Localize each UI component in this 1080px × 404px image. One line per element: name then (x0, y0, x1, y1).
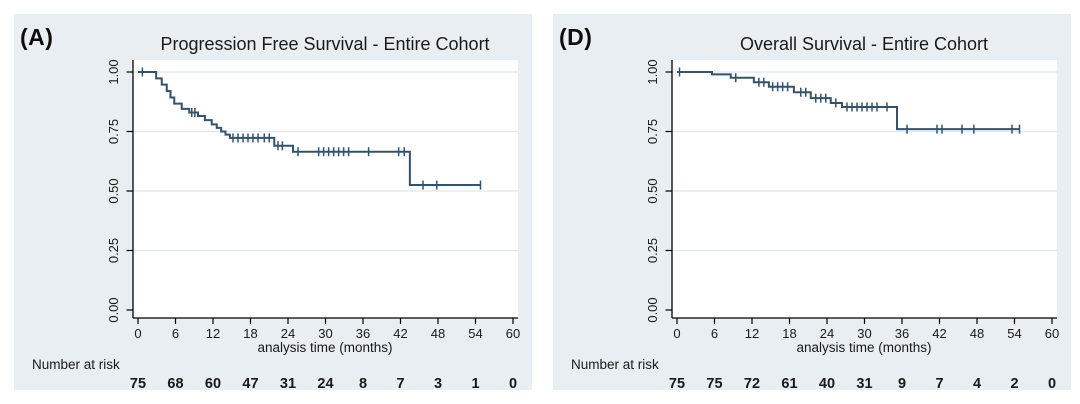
x-tick-label: 54 (1007, 326, 1021, 341)
risk-count: 7 (935, 376, 943, 390)
panel-letter: (D) (559, 24, 593, 50)
km-step-curve (677, 71, 1020, 131)
risk-count: 68 (167, 376, 183, 390)
tick-labels: 0 6 12 18 24 30 36 42 48 54 60 0.00 0.25 0.50 0.75 1.00 (645, 59, 1059, 341)
risk-count: 7 (396, 376, 404, 390)
km-curve-group (677, 71, 1020, 131)
chart-title: Overall Survival - Entire Cohort (740, 34, 988, 54)
risk-count: 24 (317, 376, 333, 390)
risk-count: 1 (471, 376, 479, 390)
x-tick-label: 36 (356, 326, 370, 341)
x-tick-label: 54 (468, 326, 482, 341)
x-axis-label: analysis time (months) (796, 340, 931, 355)
y-tick-label: 0.75 (645, 119, 660, 144)
grid-lines (133, 71, 518, 252)
risk-count: 60 (205, 376, 221, 390)
x-tick-label: 30 (318, 326, 332, 341)
plot-area (672, 60, 1057, 318)
y-tick-label: 0.50 (106, 178, 121, 203)
y-tick-label: 0.00 (645, 297, 660, 322)
risk-count: 75 (669, 376, 685, 390)
risk-count: 75 (130, 376, 146, 390)
x-tick-label: 24 (820, 326, 834, 341)
number-at-risk-label: Number at risk (571, 357, 659, 372)
risk-count: 40 (819, 376, 835, 390)
x-tick-label: 6 (172, 326, 179, 341)
y-tick-label: 0.50 (645, 178, 660, 203)
risk-count: 0 (1048, 376, 1056, 390)
y-tick-label: 1.00 (106, 59, 121, 84)
x-tick-label: 48 (970, 326, 984, 341)
y-tick-label: 1.00 (645, 59, 660, 84)
tick-marks (126, 71, 514, 324)
y-tick-label: 0.25 (645, 238, 660, 263)
number-at-risk-label: Number at risk (32, 357, 120, 372)
tick-marks (665, 71, 1053, 324)
risk-count: 9 (898, 376, 906, 390)
risk-count: 47 (242, 376, 258, 390)
risk-count: 31 (280, 376, 296, 390)
risk-count: 4 (973, 376, 981, 390)
x-tick-label: 60 (1045, 326, 1059, 341)
x-tick-label: 42 (393, 326, 407, 341)
x-tick-label: 30 (857, 326, 871, 341)
chart-title: Progression Free Survival - Entire Cohor… (160, 34, 489, 54)
risk-count: 75 (706, 376, 722, 390)
y-tick-label: 0.75 (106, 119, 121, 144)
risk-count: 72 (744, 376, 760, 390)
risk-count: 3 (434, 376, 442, 390)
km-curve-group (138, 71, 481, 187)
risk-count: 8 (359, 376, 367, 390)
km-chart-os: 0 6 12 18 24 30 36 42 48 54 600.000.250.500.751.00… (571, 34, 1059, 390)
censor-marks (678, 67, 1021, 134)
panel-a: (A) 0 6 12 18 24 30 36 42 48 54 60 0.00 0.25 0.50 0.75… (14, 14, 532, 390)
plot-area (133, 60, 518, 318)
x-tick-label: 24 (281, 326, 295, 341)
risk-count: 2 (1010, 376, 1018, 390)
y-tick-label: 0.25 (106, 238, 121, 263)
panel-d: (D) 0 6 12 18 24 30 36 42 48 54 60 0.00 0.25 0.50 0.75… (553, 14, 1071, 390)
x-tick-label: 12 (745, 326, 759, 341)
km-chart-pfs: 0 6 12 18 24 30 36 42 48 54 600.000.250.500.751.00… (32, 34, 520, 390)
x-tick-label: 18 (782, 326, 796, 341)
x-axis-label: analysis time (months) (257, 340, 392, 355)
x-tick-label: 60 (506, 326, 520, 341)
x-tick-label: 48 (431, 326, 445, 341)
y-tick-label: 0.00 (106, 297, 121, 322)
risk-row: 75 75 72 61 40 31 9 7 4 2 0 (669, 376, 1056, 390)
risk-count: 0 (509, 376, 517, 390)
risk-count: 61 (781, 376, 797, 390)
x-tick-label: 12 (206, 326, 220, 341)
x-tick-label: 36 (895, 326, 909, 341)
x-tick-label: 0 (134, 326, 141, 341)
x-tick-label: 42 (932, 326, 946, 341)
risk-row: 75 68 60 47 31 24 8 7 3 1 0 (130, 376, 517, 390)
panel-letter: (A) (20, 24, 54, 50)
x-tick-label: 18 (243, 326, 257, 341)
tick-labels: 0 6 12 18 24 30 36 42 48 54 60 0.00 0.25 0.50 0.75 1.00 (106, 59, 520, 341)
x-tick-label: 6 (711, 326, 718, 341)
censor-marks (141, 67, 482, 190)
grid-lines (672, 71, 1057, 252)
km-step-curve (138, 71, 481, 187)
risk-count: 31 (856, 376, 872, 390)
x-tick-label: 0 (673, 326, 680, 341)
